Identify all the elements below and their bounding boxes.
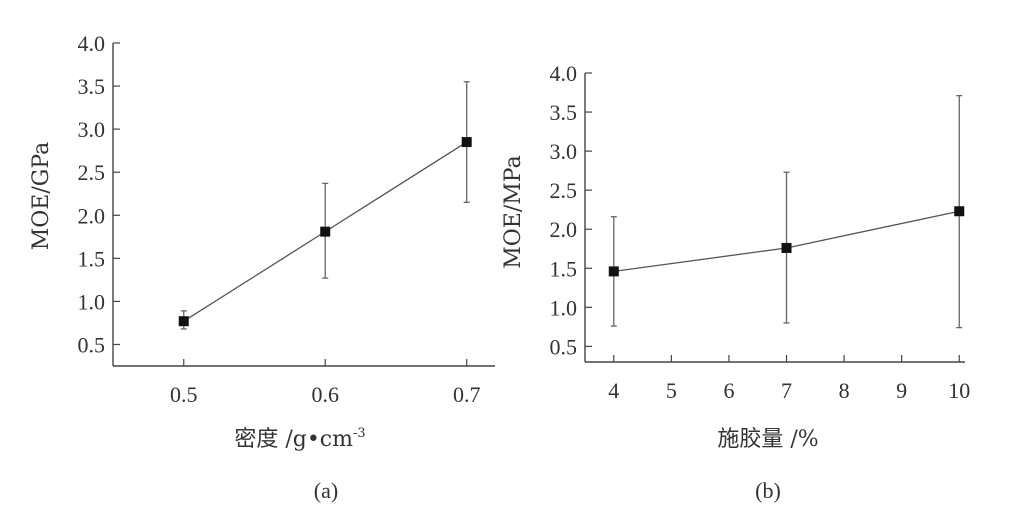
y-tick-label: 3.5 <box>78 74 106 99</box>
y-tick-label: 2.5 <box>550 178 578 203</box>
y-tick-label: 3.0 <box>550 139 578 164</box>
chart-b-x-axis-label: 施胶量 /% <box>717 427 818 452</box>
x-tick-label: 4 <box>608 378 619 403</box>
y-tick-label: 1.5 <box>78 246 106 271</box>
y-tick-label: 1.5 <box>550 256 578 281</box>
chart-b-y-axis-label: MOE/MPa <box>501 155 526 269</box>
y-tick-label: 4.0 <box>550 61 578 86</box>
data-point <box>608 266 619 277</box>
y-tick-label: 3.0 <box>78 117 106 142</box>
data-point <box>178 316 189 327</box>
y-tick-label: 2.0 <box>78 203 106 228</box>
data-point <box>781 242 792 253</box>
x-tick-label: 8 <box>839 378 850 403</box>
data-point <box>461 137 472 148</box>
x-tick-label: 0.6 <box>311 382 339 407</box>
y-tick-label: 2.5 <box>78 160 106 185</box>
chart-b: 0.5 1.0 1.5 2.0 2.5 3.0 3.5 4.0 4 5 6 7 8 9 10 MOE/MP… <box>501 61 970 503</box>
y-tick-label: 1.0 <box>550 295 578 320</box>
x-tick-label: 0.7 <box>453 382 481 407</box>
chart-b-x-ticks: 4 5 6 7 8 9 10 <box>608 355 970 403</box>
y-tick-label: 4.0 <box>78 31 106 56</box>
x-tick-label: 9 <box>896 378 907 403</box>
x-tick-label: 10 <box>948 378 970 403</box>
data-point <box>320 226 331 237</box>
chart-a-panel-label: (a) <box>314 478 338 503</box>
y-tick-label: 1.0 <box>78 289 106 314</box>
chart-b-axes <box>584 73 965 363</box>
chart-a-y-axis-label: MOE/GPa <box>29 142 54 251</box>
data-point <box>954 206 965 217</box>
x-tick-label: 6 <box>723 378 734 403</box>
chart-a-x-axis-label-text: 密度 /g•cm <box>234 427 353 452</box>
chart-a-x-ticks: 0.5 0.6 0.7 <box>170 359 480 407</box>
chart-b-panel-label: (b) <box>755 478 781 503</box>
y-tick-label: 0.5 <box>78 332 106 357</box>
y-tick-label: 2.0 <box>550 217 578 242</box>
chart-a-x-axis-label-superscript: -3 <box>353 426 366 441</box>
y-tick-label: 0.5 <box>550 334 578 359</box>
chart-a-y-ticks: 0.5 1.0 1.5 2.0 2.5 3.0 3.5 4.0 <box>78 31 120 357</box>
x-tick-label: 5 <box>666 378 677 403</box>
chart-a-series <box>178 81 472 330</box>
x-tick-label: 0.5 <box>170 382 198 407</box>
chart-b-y-ticks: 0.5 1.0 1.5 2.0 2.5 3.0 3.5 4.0 <box>550 61 592 359</box>
chart-b-series <box>608 95 965 329</box>
y-tick-label: 3.5 <box>550 100 578 125</box>
chart-a-x-axis-label: 密度 /g•cm-3 <box>234 426 365 452</box>
chart-a: 0.5 1.0 1.5 2.0 2.5 3.0 3.5 4.0 0.5 0.6 0.7 MOE/G… <box>29 31 495 503</box>
x-tick-label: 7 <box>781 378 792 403</box>
chart-a-axes <box>112 43 495 367</box>
